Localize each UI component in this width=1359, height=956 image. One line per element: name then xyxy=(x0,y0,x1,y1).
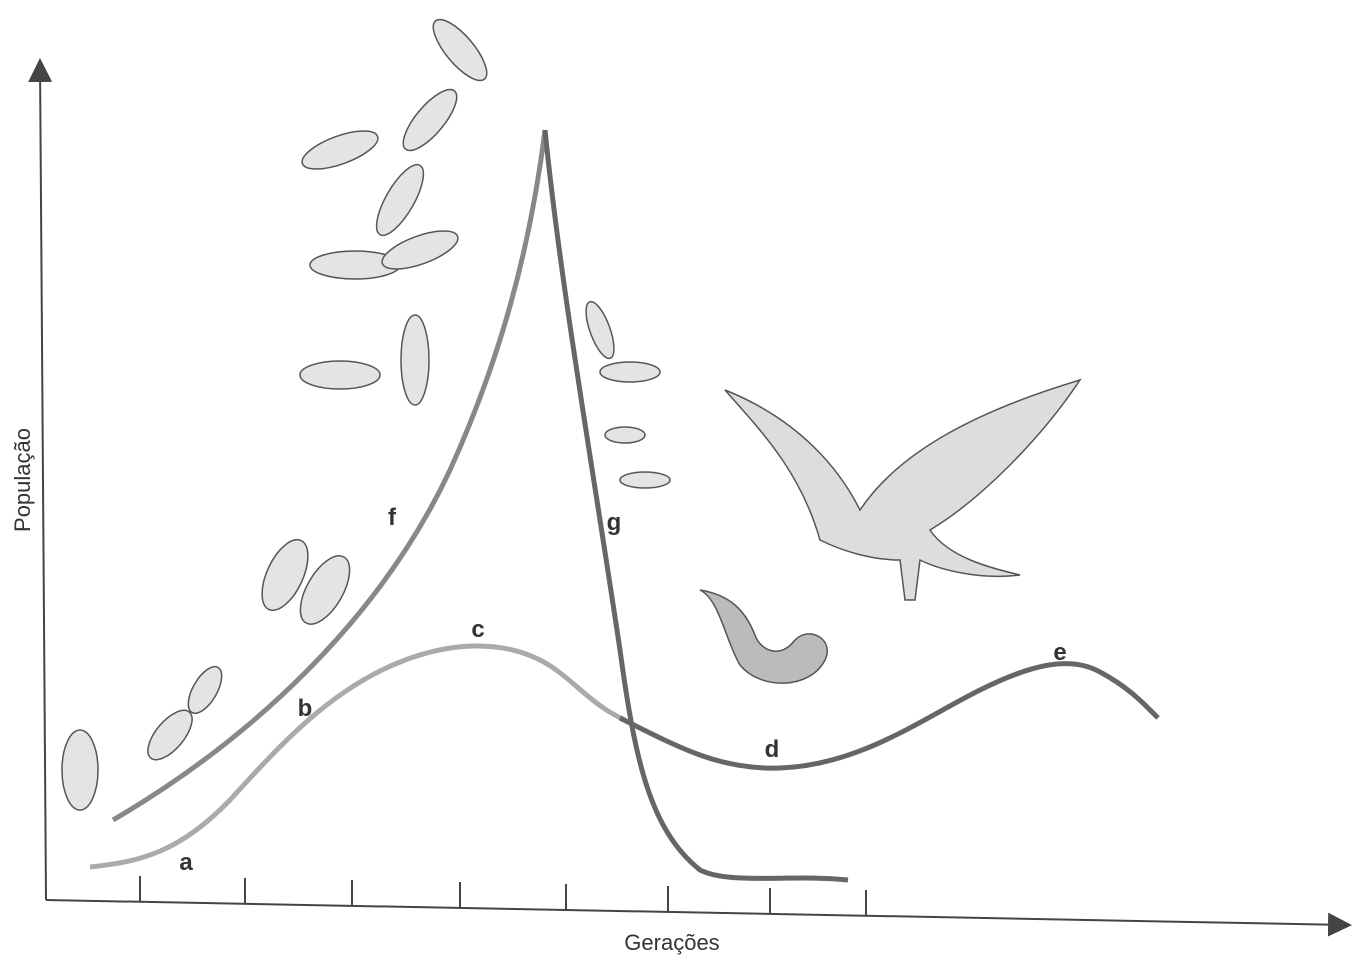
curve-de xyxy=(618,661,1160,771)
curve-label: g xyxy=(607,509,622,536)
x-axis xyxy=(45,899,1352,937)
curve-label: a xyxy=(179,849,193,876)
curve-label: b xyxy=(298,695,313,722)
curve-label: c xyxy=(471,616,484,643)
illustrations xyxy=(61,18,1082,811)
curve-label: f xyxy=(388,504,397,531)
curve-g xyxy=(542,129,849,883)
y-axis-title: População xyxy=(10,428,35,532)
x-axis-title: Gerações xyxy=(624,930,719,955)
curve-label: e xyxy=(1053,639,1066,666)
curve-label: d xyxy=(765,736,780,763)
x-ticks xyxy=(139,876,867,916)
curve-f xyxy=(111,129,548,823)
y-axis xyxy=(28,58,53,901)
curve-abc xyxy=(89,643,626,870)
